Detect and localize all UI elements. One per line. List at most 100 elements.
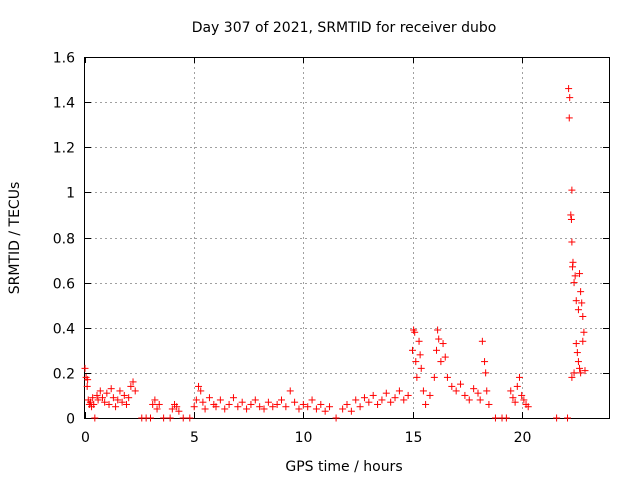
data-point — [89, 394, 97, 402]
data-point — [395, 387, 403, 395]
y-tick-label: 1 — [66, 186, 75, 202]
data-point — [520, 396, 528, 404]
data-point — [243, 405, 251, 413]
data-point — [437, 358, 445, 366]
data-point — [509, 394, 517, 402]
data-point — [247, 400, 255, 408]
data-point — [199, 398, 207, 406]
data-point — [511, 398, 519, 406]
data-point — [577, 369, 585, 377]
data-point — [234, 403, 242, 411]
data-point — [574, 358, 582, 366]
data-point — [576, 270, 584, 278]
plot-frame — [84, 57, 610, 419]
data-point — [98, 394, 106, 402]
data-point — [114, 396, 122, 404]
data-point — [579, 337, 587, 345]
data-point — [567, 215, 575, 223]
data-point — [404, 391, 412, 399]
data-point — [151, 396, 159, 404]
data-point — [430, 373, 438, 381]
data-point — [441, 353, 449, 361]
chart-title: Day 307 of 2021, SRMTID for receiver dub… — [192, 20, 497, 36]
data-point — [448, 382, 456, 390]
data-point — [365, 398, 373, 406]
data-point — [581, 367, 589, 375]
data-point — [419, 387, 427, 395]
data-point — [369, 391, 377, 399]
data-point — [568, 238, 576, 246]
data-point — [326, 403, 334, 411]
data-point — [474, 389, 482, 397]
data-point — [112, 403, 120, 411]
data-point — [461, 391, 469, 399]
data-point — [91, 414, 99, 422]
data-point — [518, 391, 526, 399]
data-point — [321, 407, 329, 415]
data-point — [269, 403, 277, 411]
y-tick-label: 0.4 — [53, 322, 75, 338]
data-point — [107, 385, 115, 393]
data-point — [221, 405, 229, 413]
data-point — [567, 211, 575, 219]
data-point — [564, 414, 572, 422]
data-point — [264, 398, 272, 406]
data-point — [513, 382, 521, 390]
data-point — [173, 403, 181, 411]
data-point — [90, 400, 98, 408]
data-point — [238, 398, 246, 406]
data-point — [576, 364, 584, 372]
data-point — [478, 337, 486, 345]
data-point — [400, 396, 408, 404]
data-point — [125, 394, 133, 402]
y-tick-label: 0 — [66, 412, 75, 428]
data-point — [476, 396, 484, 404]
data-point — [443, 373, 451, 381]
data-point — [578, 299, 586, 307]
data-point — [175, 407, 183, 415]
data-point — [260, 405, 268, 413]
data-point — [579, 312, 587, 320]
data-point — [417, 364, 425, 372]
data-point — [465, 396, 473, 404]
data-point — [256, 403, 264, 411]
data-point — [229, 394, 237, 402]
data-point — [147, 414, 154, 422]
data-point — [457, 380, 465, 388]
data-point — [81, 364, 89, 372]
data-point — [573, 349, 581, 357]
y-tick-label: 0.2 — [53, 367, 75, 383]
data-point — [415, 337, 423, 345]
data-point — [166, 414, 174, 422]
data-point — [291, 398, 299, 406]
data-point — [155, 400, 163, 408]
data-point — [491, 414, 499, 422]
data-point — [118, 398, 126, 406]
data-point — [391, 394, 399, 402]
data-point — [433, 346, 441, 354]
data-point — [153, 405, 161, 413]
data-point — [426, 391, 434, 399]
data-point — [572, 297, 580, 305]
data-point — [360, 394, 368, 402]
data-point — [192, 396, 200, 404]
data-point — [295, 405, 303, 413]
y-tick-label: 0.8 — [53, 232, 75, 248]
data-point — [332, 414, 340, 422]
y-tick-label: 1.6 — [53, 51, 75, 67]
y-tick-label: 1.4 — [53, 96, 75, 112]
data-point — [312, 405, 320, 413]
data-point — [352, 396, 360, 404]
data-point — [308, 396, 316, 404]
y-tick-label: 1.2 — [53, 141, 75, 157]
data-point — [186, 414, 194, 422]
data-point — [470, 385, 478, 393]
data-point — [195, 382, 203, 390]
data-point — [565, 85, 573, 93]
data-point — [131, 387, 139, 395]
data-point — [507, 387, 515, 395]
data-point — [409, 346, 416, 354]
y-tick-label: 0.6 — [53, 277, 75, 293]
x-tick-label: 0 — [81, 430, 90, 446]
